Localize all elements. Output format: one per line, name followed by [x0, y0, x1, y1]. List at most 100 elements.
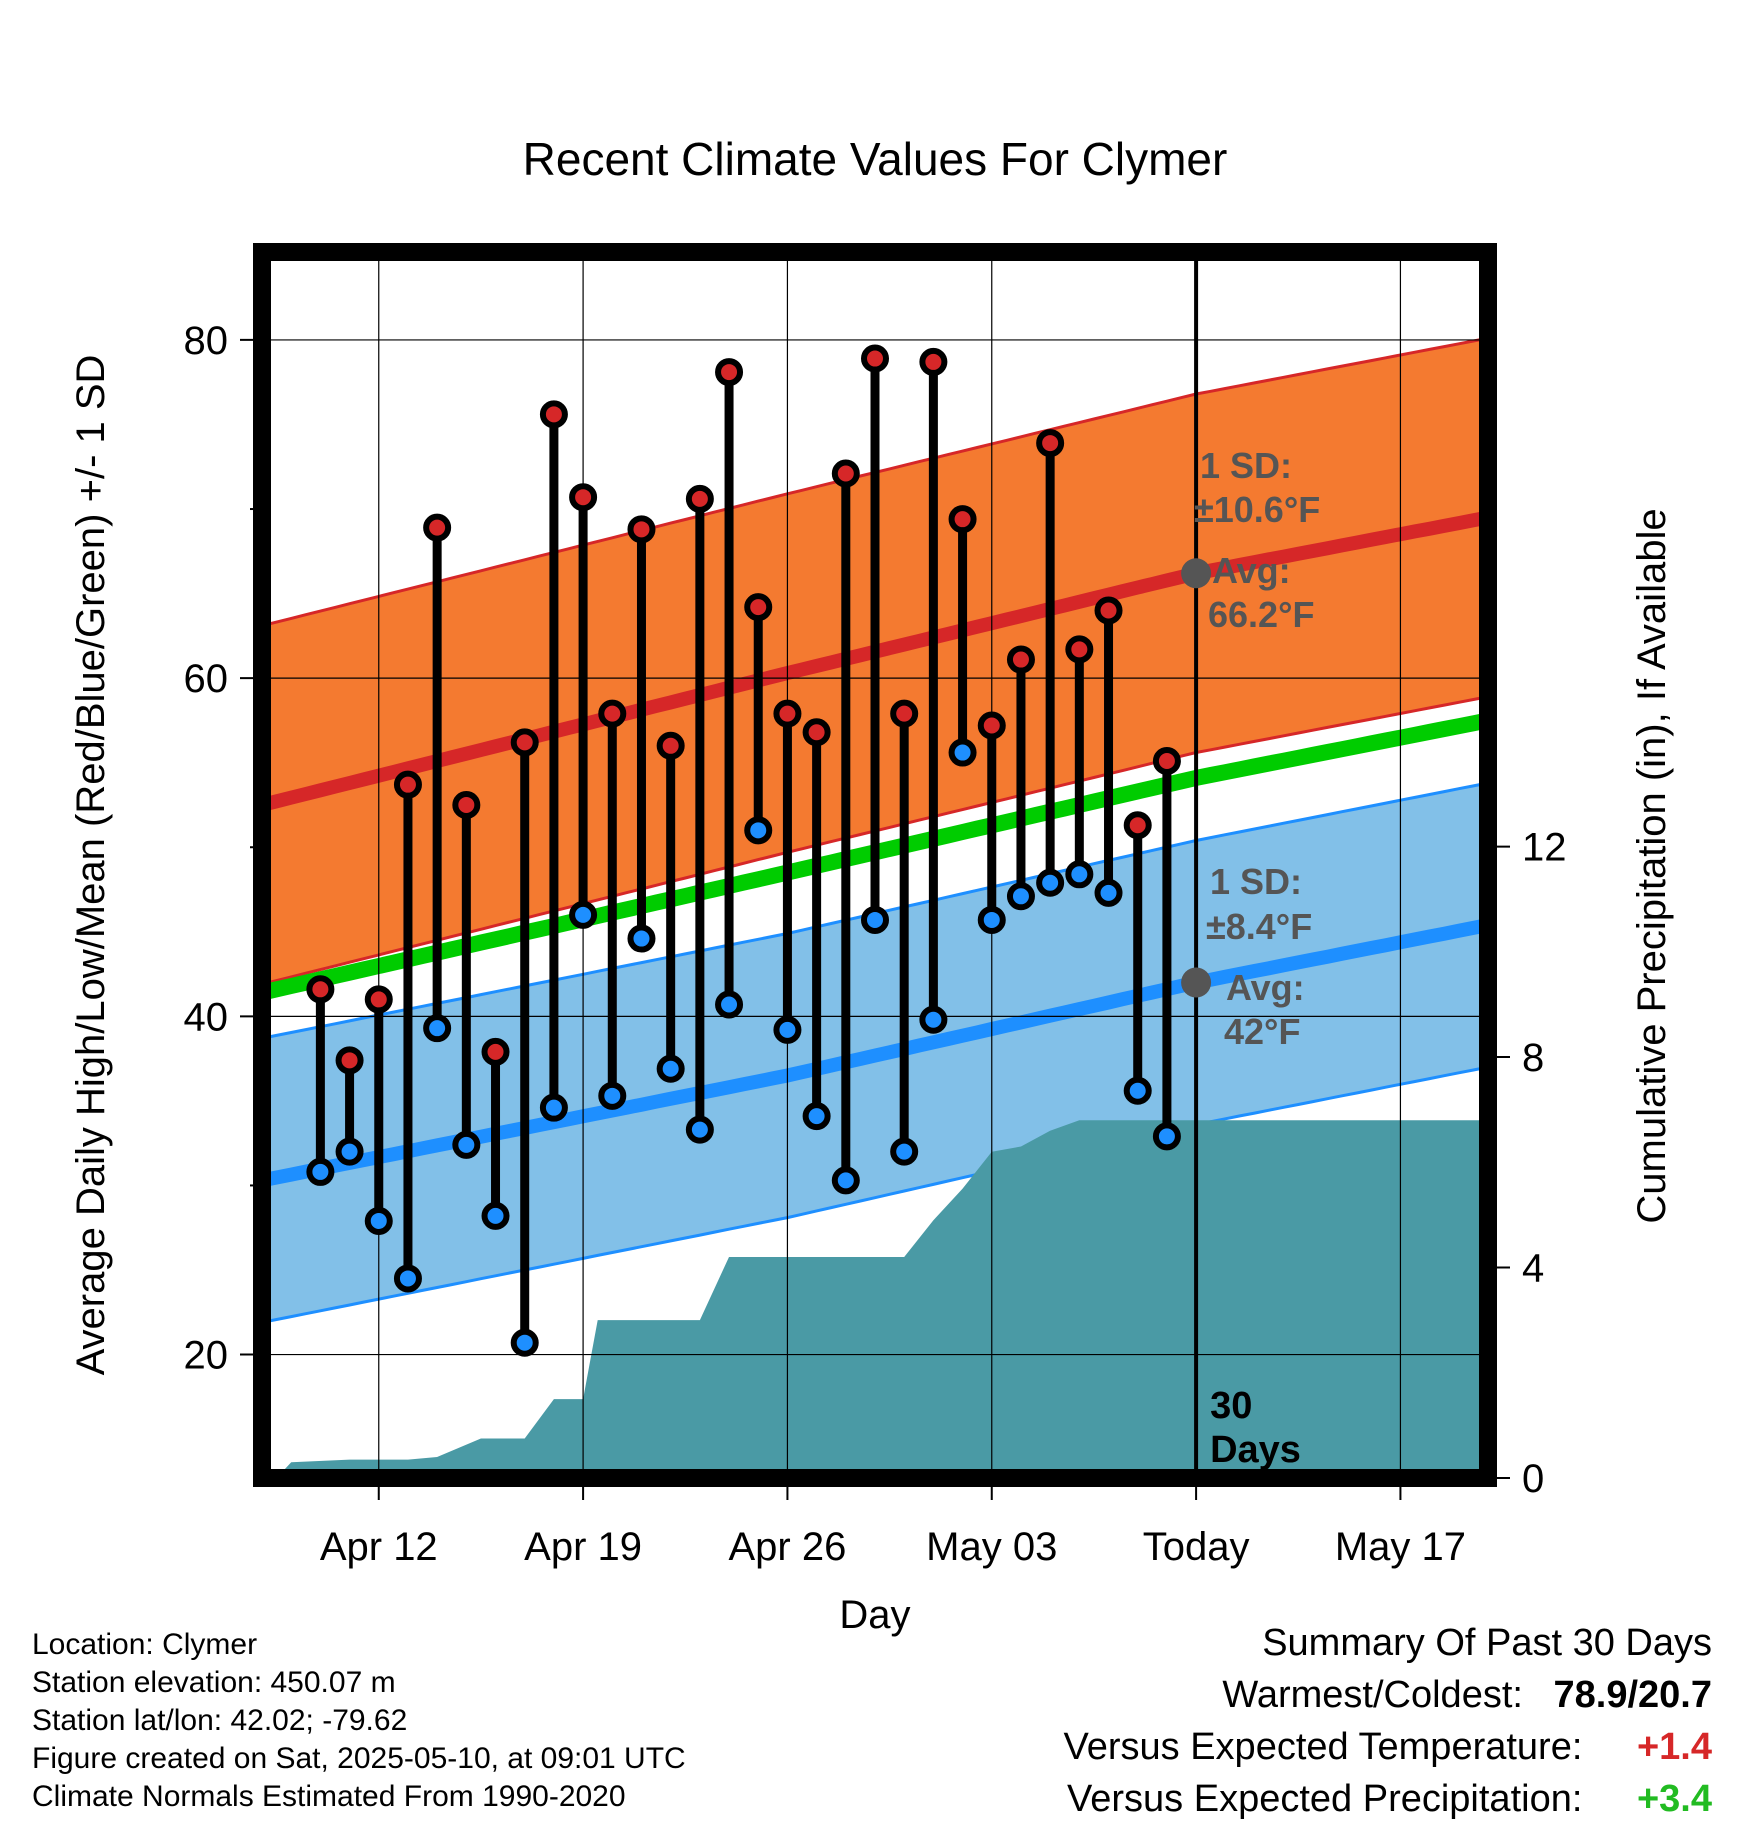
high-temp-point	[364, 985, 393, 1014]
low-temp-point	[1094, 878, 1123, 907]
y2-tick-label-3: 12	[1522, 826, 1567, 870]
low-temp-point	[715, 990, 744, 1019]
low-temp-point	[685, 1115, 714, 1144]
footer-elevation: Station elevation: 450.07 m	[32, 1666, 396, 1699]
observed-day-7	[481, 1037, 510, 1230]
y2-axis-label: Cumulative Precipitation (in), If Availa…	[1630, 508, 1674, 1223]
high-temp-point	[919, 347, 948, 376]
high-temp-point	[802, 718, 831, 747]
low-temp-point	[1152, 1122, 1181, 1151]
low-temp-point	[306, 1157, 335, 1186]
low-temp-point	[1123, 1076, 1152, 1105]
observed-day-30	[1152, 747, 1181, 1151]
high-temp-point	[1036, 429, 1065, 458]
observed-day-8	[510, 728, 539, 1357]
observed-day-25	[1006, 645, 1035, 911]
low-temp-point	[598, 1081, 627, 1110]
y-tick-label-0: 20	[184, 1334, 229, 1378]
high-temp-point	[423, 513, 452, 542]
observed-day-21	[890, 699, 919, 1166]
precip-label: Versus Expected Precipitation:	[1067, 1778, 1583, 1820]
low-temp-point	[1065, 860, 1094, 889]
high-temp-point	[715, 358, 744, 387]
low-temp-point	[335, 1137, 364, 1166]
observed-day-5	[423, 513, 452, 1043]
precip-value: +3.4	[1636, 1778, 1712, 1820]
observed-day-9	[539, 400, 568, 1122]
low-temp-point	[773, 1015, 802, 1044]
high-temp-point	[744, 593, 773, 622]
high-temp-point	[948, 505, 977, 534]
x-tick-label-5: May 17	[1335, 1525, 1466, 1569]
observed-day-23	[948, 505, 977, 767]
today-label-line1: 30	[1210, 1385, 1252, 1427]
observed-day-1	[306, 975, 335, 1186]
observed-day-22	[919, 347, 948, 1034]
y-tick-label-1: 40	[184, 995, 229, 1039]
low-sd-lower-edge	[262, 1065, 1488, 1324]
chart-title: Recent Climate Values For Clymer	[523, 133, 1228, 185]
summary-heading-text: Summary Of Past 30 Days	[1262, 1622, 1712, 1664]
observed-day-11	[598, 699, 627, 1110]
high-avg-label: Avg:	[1212, 550, 1291, 591]
observed-day-10	[569, 483, 598, 929]
low-temp-point	[890, 1137, 919, 1166]
low-temp-point	[831, 1166, 860, 1195]
low-temp-point	[977, 905, 1006, 934]
temp-label: Versus Expected Temperature:	[1063, 1726, 1583, 1768]
high-temp-point	[335, 1046, 364, 1075]
summary-precipitation: Versus Expected Precipitation: +3.4	[1067, 1778, 1712, 1821]
y-axis-label: Average Daily High/Low/Mean (Red/Blue/Gr…	[69, 355, 113, 1376]
y2-tick-label-0: 0	[1522, 1457, 1544, 1501]
high-temp-point	[1006, 645, 1035, 674]
summary-heading: Summary Of Past 30 Days	[1262, 1622, 1712, 1665]
high-temp-point	[569, 483, 598, 512]
observed-day-2	[335, 1046, 364, 1166]
low-temp-point	[393, 1264, 422, 1293]
x-tick-label-0: Apr 12	[320, 1525, 438, 1569]
high-avg-marker	[1181, 558, 1212, 589]
low-temp-point	[481, 1201, 510, 1230]
footer-latlon: Station lat/lon: 42.02; -79.62	[32, 1704, 408, 1737]
high-temp-point	[977, 711, 1006, 740]
summary-temperature: Versus Expected Temperature: +1.4	[1063, 1726, 1712, 1769]
high-temp-point	[685, 484, 714, 513]
observed-day-29	[1123, 811, 1152, 1105]
summary-warm-cold: Warmest/Coldest: 78.9/20.7	[1222, 1674, 1712, 1717]
observed-day-15	[715, 358, 744, 1019]
low-temp-point	[627, 924, 656, 953]
low-sd-value: ±8.4°F	[1206, 906, 1312, 947]
x-tick-label-4: Today	[1143, 1525, 1250, 1569]
high-temp-point	[539, 400, 568, 429]
high-temp-point	[1152, 747, 1181, 776]
low-temp-point	[423, 1014, 452, 1043]
observed-day-13	[656, 731, 685, 1083]
observed-day-24	[977, 711, 1006, 934]
footer-created: Figure created on Sat, 2025-05-10, at 09…	[32, 1742, 686, 1775]
observed-day-17	[773, 699, 802, 1044]
high-temp-point	[452, 790, 481, 819]
high-sd-label: 1 SD:	[1200, 445, 1292, 486]
observed-day-27	[1065, 635, 1094, 889]
high-temp-point	[627, 515, 656, 544]
warm-cold-value: 78.9/20.7	[1553, 1674, 1712, 1716]
x-tick-label-3: May 03	[926, 1525, 1057, 1569]
low-temp-point	[510, 1328, 539, 1357]
low-avg-value: 42°F	[1224, 1011, 1300, 1052]
low-avg-label: Avg:	[1226, 967, 1305, 1008]
x-axis-label: Day	[839, 1593, 910, 1637]
low-temp-point	[569, 900, 598, 929]
low-temp-point	[364, 1206, 393, 1235]
high-sd-value: ±10.6°F	[1194, 489, 1320, 530]
low-temp-point	[452, 1130, 481, 1159]
x-tick-label-2: Apr 26	[728, 1525, 846, 1569]
observed-day-19	[831, 459, 860, 1195]
y-tick-label-2: 60	[184, 657, 229, 701]
low-temp-point	[861, 905, 889, 934]
high-temp-point	[306, 975, 335, 1004]
high-temp-point	[598, 699, 627, 728]
observed-day-12	[627, 515, 656, 953]
low-temp-point	[1006, 882, 1035, 911]
today-label-line2: Days	[1210, 1429, 1301, 1471]
y2-tick-label-2: 8	[1522, 1036, 1544, 1080]
